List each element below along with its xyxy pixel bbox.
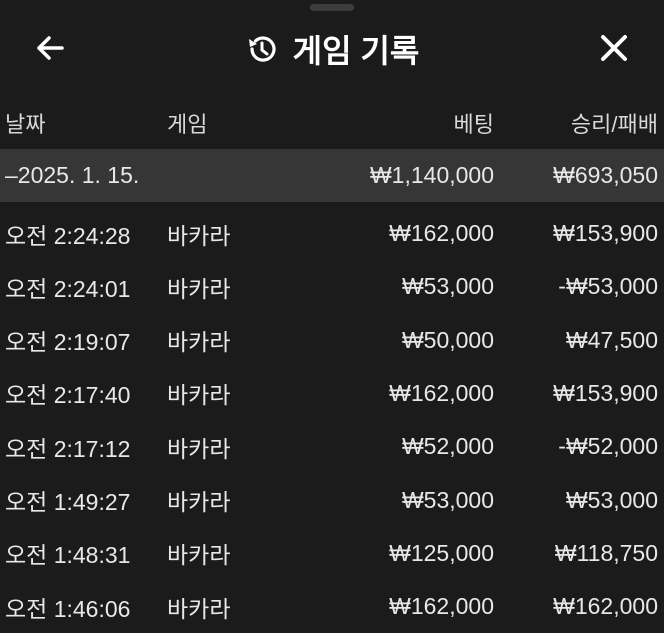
table-row[interactable]: 오전 2:17:40 바카라 ₩162,000 ₩153,900 — [0, 367, 664, 420]
table-row[interactable]: 오전 2:17:12 바카라 ₩52,000 -₩52,000 — [0, 420, 664, 473]
table-row[interactable]: 오전 2:19:07 바카라 ₩50,000 ₩47,500 — [0, 314, 664, 367]
row-time: 오전 2:19:07 — [5, 329, 131, 356]
row-time: 오전 1:49:27 — [5, 489, 131, 515]
row-result: -₩53,000 — [558, 273, 658, 300]
row-game: 바카라 — [167, 275, 231, 302]
row-time: 오전 2:24:01 — [5, 275, 131, 302]
row-game: 바카라 — [167, 435, 231, 462]
arrow-left-icon — [37, 36, 64, 60]
row-result: ₩153,900 — [553, 379, 658, 406]
title-text: 게임 기록 — [292, 33, 420, 69]
date-group-row[interactable]: –2025. 1. 15. ₩1,140,000 ₩693,050 — [0, 149, 664, 202]
row-result: ₩47,500 — [565, 326, 658, 353]
row-result: ₩118,750 — [554, 539, 658, 566]
column-result: 승리/패배 — [570, 112, 658, 137]
column-game: 게임 — [167, 112, 208, 137]
row-result: -₩52,000 — [558, 433, 658, 460]
close-button[interactable] — [594, 28, 634, 68]
back-button[interactable] — [30, 28, 70, 68]
row-bet: ₩162,000 — [389, 593, 494, 620]
table-row[interactable]: 오전 1:48:31 바카라 ₩125,000 ₩118,750 — [0, 527, 664, 580]
row-game: 바카라 — [167, 382, 231, 409]
page-title: 게임 기록 — [0, 26, 664, 72]
row-bet: ₩52,000 — [401, 433, 494, 460]
row-game: 바카라 — [167, 595, 231, 622]
row-bet: ₩162,000 — [389, 379, 494, 406]
table-header: 날짜 게임 베팅 승리/패배 — [0, 104, 664, 142]
close-icon — [601, 35, 627, 61]
group-bet-total: ₩1,140,000 — [369, 162, 494, 188]
column-bet: 베팅 — [453, 112, 494, 137]
row-time: 오전 1:48:31 — [5, 542, 131, 569]
row-time: 오전 2:24:28 — [5, 222, 131, 249]
row-bet: ₩53,000 — [401, 273, 494, 300]
row-bet: ₩125,000 — [389, 539, 494, 566]
history-icon — [248, 36, 276, 62]
row-time: 오전 2:17:40 — [5, 382, 131, 409]
group-result-total: ₩693,050 — [553, 162, 658, 188]
row-bet: ₩162,000 — [389, 220, 494, 246]
row-result: ₩53,000 — [565, 486, 658, 513]
row-game: 바카라 — [167, 329, 231, 356]
table-row[interactable]: 오전 1:46:06 바카라 ₩162,000 ₩162,000 — [0, 580, 664, 633]
table-row[interactable]: 오전 2:24:28 바카라 ₩162,000 ₩153,900 — [0, 207, 664, 260]
column-date: 날짜 — [5, 112, 46, 137]
drag-handle[interactable] — [310, 4, 354, 11]
row-time: 오전 1:46:06 — [5, 595, 131, 622]
row-game: 바카라 — [167, 222, 231, 249]
row-game: 바카라 — [167, 542, 231, 569]
row-game: 바카라 — [167, 489, 231, 515]
table-row[interactable]: 오전 1:49:27 바카라 ₩53,000 ₩53,000 — [0, 474, 664, 527]
row-bet: ₩50,000 — [401, 326, 494, 353]
row-bet: ₩53,000 — [401, 486, 494, 513]
top-bar: 게임 기록 — [0, 18, 664, 74]
group-date: –2025. 1. 15. — [5, 162, 140, 188]
row-result: ₩162,000 — [553, 593, 658, 620]
row-time: 오전 2:17:12 — [5, 435, 131, 462]
table-row[interactable]: 오전 2:24:01 바카라 ₩53,000 -₩53,000 — [0, 260, 664, 313]
row-result: ₩153,900 — [553, 220, 658, 246]
